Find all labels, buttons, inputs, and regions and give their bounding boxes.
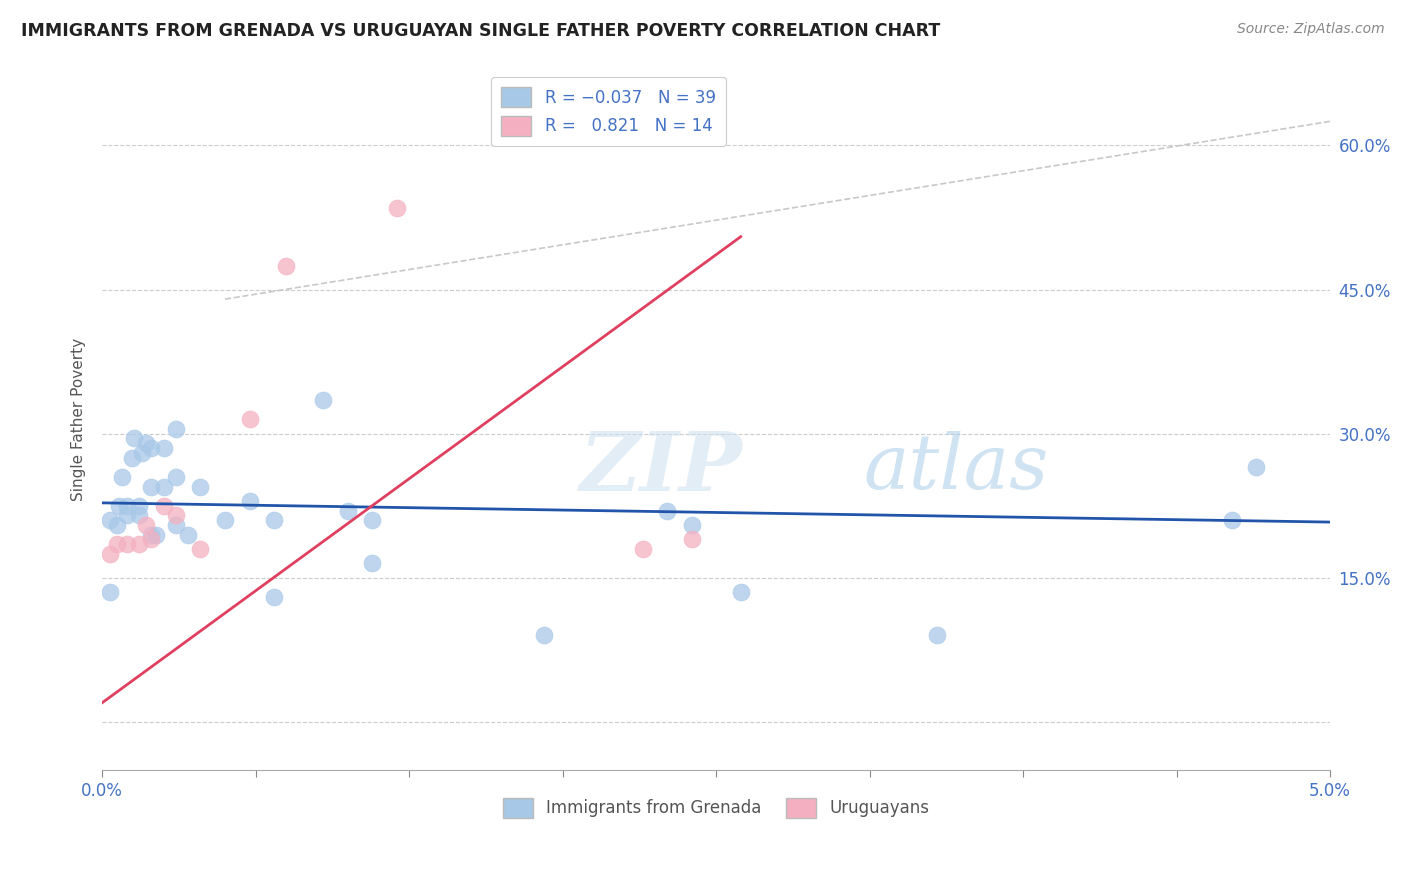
Point (263, 513, 285, 527)
Y-axis label: Single Father Poverty: Single Father Poverty (72, 338, 86, 500)
Point (98, 585, 121, 599)
Point (239, 494, 262, 508)
Point (152, 499, 174, 513)
Point (108, 499, 131, 513)
Point (263, 590, 285, 604)
Point (121, 450, 143, 465)
Point (165, 422, 187, 436)
Point (1220, 513, 1243, 527)
Point (98, 547, 121, 561)
Point (239, 412, 262, 426)
Point (135, 518, 157, 533)
Point (128, 508, 150, 523)
Legend: Immigrants from Grenada, Uruguayans: Immigrants from Grenada, Uruguayans (496, 791, 936, 825)
Point (115, 537, 138, 551)
Point (190, 541, 212, 556)
Point (165, 518, 187, 533)
Point (336, 503, 359, 517)
Text: IMMIGRANTS FROM GRENADA VS URUGUAYAN SINGLE FATHER POVERTY CORRELATION CHART: IMMIGRANTS FROM GRENADA VS URUGUAYAN SIN… (21, 22, 941, 40)
Point (141, 527, 163, 541)
Point (730, 585, 752, 599)
Text: atlas: atlas (863, 432, 1049, 506)
Point (655, 503, 678, 517)
Text: Source: ZipAtlas.com: Source: ZipAtlas.com (1237, 22, 1385, 37)
Point (111, 470, 134, 484)
Point (115, 508, 138, 523)
Point (214, 513, 236, 527)
Point (312, 392, 335, 407)
Point (533, 628, 555, 642)
Point (165, 470, 187, 484)
Point (385, 201, 408, 215)
Point (1246, 460, 1268, 475)
Point (152, 479, 174, 493)
Point (105, 518, 128, 533)
Point (145, 527, 167, 541)
Point (128, 499, 150, 513)
Point (276, 259, 298, 273)
Point (135, 436, 157, 450)
Point (115, 499, 138, 513)
Text: P: P (679, 428, 742, 508)
Point (681, 533, 703, 547)
Point (98, 513, 121, 527)
Point (131, 446, 153, 460)
Point (361, 557, 384, 571)
Point (141, 479, 163, 493)
Point (177, 527, 200, 541)
Point (128, 537, 150, 551)
Point (122, 432, 145, 446)
Point (165, 508, 187, 523)
Point (927, 628, 949, 642)
Point (141, 533, 163, 547)
Point (361, 513, 384, 527)
Point (105, 537, 128, 551)
Point (152, 441, 174, 455)
Text: ZI: ZI (579, 428, 679, 508)
Point (681, 518, 703, 533)
Point (190, 479, 212, 493)
Point (631, 541, 654, 556)
Point (141, 441, 163, 455)
